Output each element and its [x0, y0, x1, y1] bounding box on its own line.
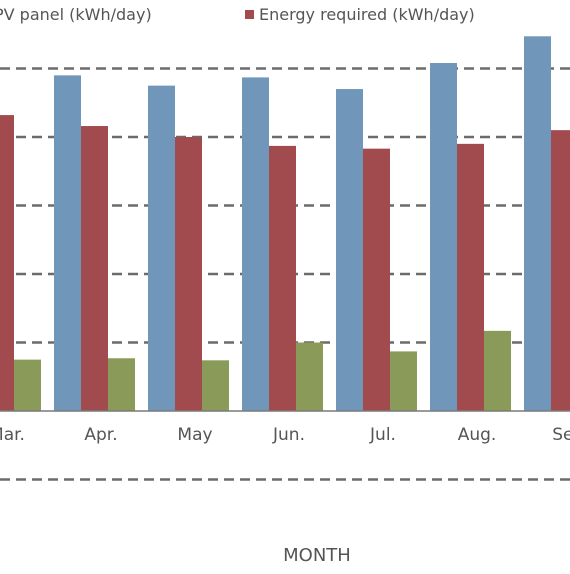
- bar-series-3-may: [202, 360, 229, 411]
- legend-swatch-energy-required: [245, 10, 254, 19]
- bar-series-2-may: [175, 137, 202, 411]
- bar-series-1-apr: [54, 75, 81, 411]
- bar-series-3-apr: [108, 358, 135, 411]
- x-tick-label: Mar.: [0, 425, 25, 445]
- x-axis-title: MONTH: [283, 545, 351, 566]
- bar-series-3-mar: [14, 359, 41, 411]
- bar-series-1-jul: [336, 89, 363, 412]
- bar-series-3-jul: [390, 351, 417, 411]
- x-tick-label: Aug.: [458, 425, 497, 445]
- bar-series-1-jun: [242, 77, 269, 411]
- x-tick-label: Sep.: [552, 425, 570, 445]
- bar-series-2-apr: [81, 126, 108, 411]
- bar-series-2-sep: [551, 130, 570, 411]
- bars-layer: [0, 36, 570, 412]
- bar-series-2-aug: [457, 143, 484, 411]
- bar-series-3-aug: [484, 330, 511, 411]
- legend: PV panel (kWh/day) Energy required (kWh/…: [0, 5, 475, 24]
- bar-series-1-sep: [524, 36, 551, 412]
- bar-series-1-may: [148, 85, 175, 411]
- bar-series-2-jun: [269, 145, 296, 411]
- x-tick-label: Jun.: [272, 425, 305, 445]
- bar-series-1-aug: [430, 63, 457, 412]
- x-tick-label: May: [177, 425, 212, 445]
- legend-label-pv-panel: PV panel (kWh/day): [0, 5, 152, 24]
- bar-series-2-mar: [0, 115, 14, 411]
- x-tick-label: Jul.: [369, 425, 396, 445]
- bar-series-2-jul: [363, 148, 390, 411]
- x-tick-labels: Mar. Apr. May Jun. Jul. Aug. Sep.: [0, 425, 570, 445]
- legend-label-energy-required: Energy required (kWh/day): [259, 5, 475, 24]
- x-tick-label: Apr.: [84, 425, 117, 445]
- bar-series-3-jun: [296, 342, 323, 411]
